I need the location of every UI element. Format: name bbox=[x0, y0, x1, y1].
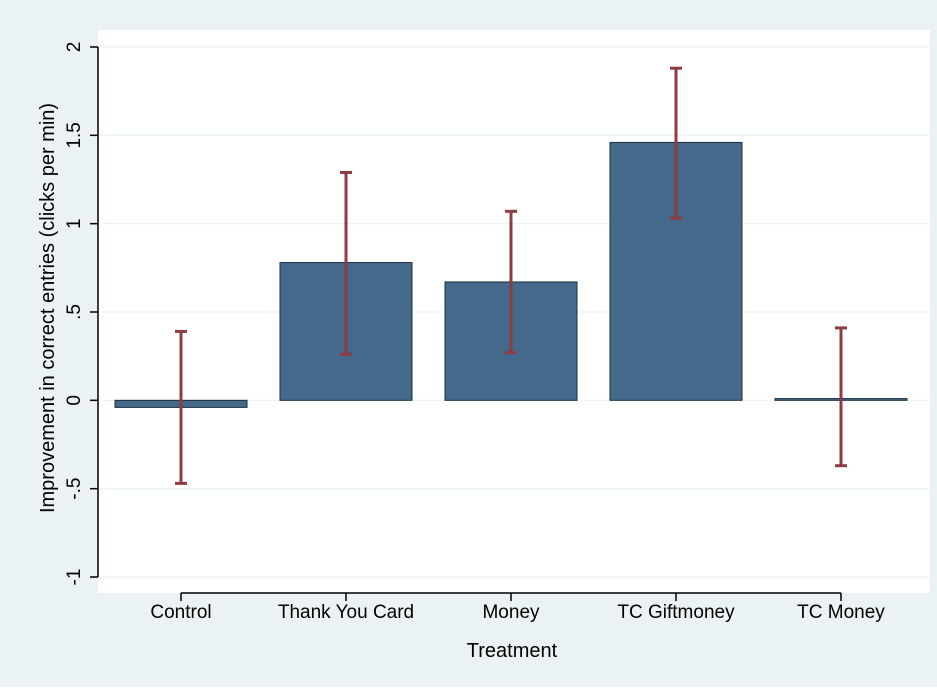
y-tick-label: 1.5 bbox=[64, 122, 85, 148]
x-tick-label: TC Giftmoney bbox=[617, 602, 735, 623]
error-bar bbox=[340, 170, 352, 356]
error-bar bbox=[505, 209, 517, 355]
error-bar bbox=[670, 66, 682, 220]
y-tick-label: -1 bbox=[64, 569, 85, 586]
x-tick-label: TC Money bbox=[797, 602, 885, 623]
x-tick-label: Money bbox=[482, 602, 540, 623]
y-tick-label: 2 bbox=[64, 42, 85, 53]
y-tick-label: .5 bbox=[64, 304, 85, 320]
error-bars bbox=[175, 66, 847, 485]
x-tick-label: Thank You Card bbox=[278, 602, 414, 623]
x-tick-label: Control bbox=[150, 602, 211, 623]
y-tick-label: -.5 bbox=[64, 478, 85, 500]
error-bar bbox=[835, 326, 847, 468]
y-axis-title: Improvement in correct entries (clicks p… bbox=[37, 103, 59, 513]
error-bar bbox=[175, 329, 187, 485]
y-tick-label: 1 bbox=[64, 218, 85, 229]
x-axis-title: Treatment bbox=[467, 640, 558, 662]
axes: -1 -.5 0 .5 1 1.5 2 Control Thank You Card Money T… bbox=[64, 42, 885, 623]
y-tick-label: 0 bbox=[64, 395, 85, 406]
